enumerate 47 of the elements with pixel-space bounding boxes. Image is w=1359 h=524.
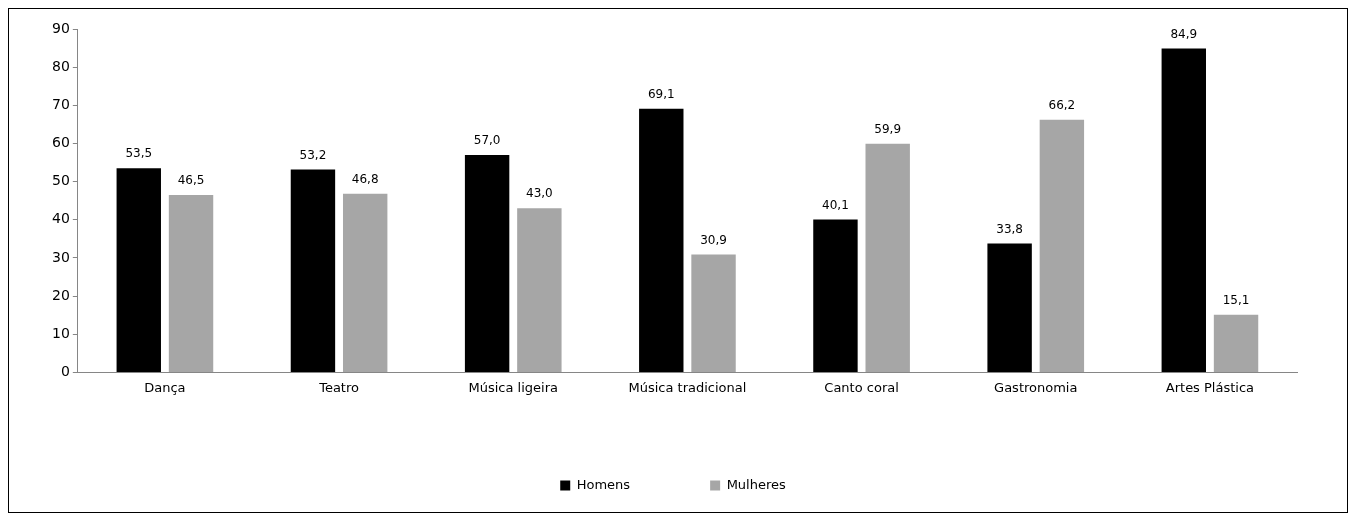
x-tick-label: Música tradicional [628, 379, 747, 395]
x-tick-label: Artes Plástica [1165, 379, 1255, 395]
x-tick-label: Dança [144, 379, 186, 395]
data-label: 84,9 [1170, 26, 1198, 41]
x-tick-label: Canto coral [824, 379, 899, 395]
data-label: 53,5 [125, 146, 153, 161]
bar [1039, 119, 1085, 372]
data-label: 59,9 [874, 121, 902, 136]
bar [987, 243, 1032, 372]
y-tick-label: 0 [60, 363, 70, 380]
bar [1161, 48, 1206, 372]
bar [342, 193, 388, 372]
y-tick-label: 30 [51, 248, 70, 265]
bar [116, 168, 161, 372]
bar [691, 254, 736, 372]
bar [517, 208, 562, 372]
bar [813, 219, 858, 372]
bar [639, 108, 684, 372]
y-tick-label: 40 [51, 210, 70, 227]
x-tick-label: Teatro [318, 379, 360, 395]
data-label: 33,8 [996, 221, 1023, 236]
legend-label: Mulheres [726, 476, 786, 492]
data-label: 30,9 [700, 232, 727, 247]
y-tick-label: 90 [51, 19, 70, 36]
data-label: 15,1 [1222, 292, 1250, 307]
bar [1213, 314, 1259, 372]
data-label: 46,5 [177, 173, 205, 188]
legend-label: Homens [576, 476, 631, 492]
bar [290, 169, 336, 372]
data-label: 69,1 [647, 86, 675, 101]
data-label: 40,1 [822, 197, 849, 212]
y-tick-label: 80 [51, 57, 70, 74]
y-tick-label: 60 [51, 134, 70, 151]
data-label: 66,2 [1048, 97, 1076, 112]
data-label: 43,0 [526, 186, 553, 201]
x-tick-label: Música ligeira [468, 379, 558, 395]
data-label: 53,2 [299, 147, 327, 162]
data-label: 57,0 [473, 133, 501, 148]
y-tick-label: 70 [51, 95, 70, 112]
bar [865, 143, 910, 372]
bar [464, 154, 510, 372]
x-tick-label: Gastronomia [994, 379, 1078, 395]
y-tick-label: 20 [51, 286, 70, 303]
y-tick-label: 50 [51, 172, 70, 189]
y-tick-label: 10 [51, 324, 70, 341]
data-label: 46,8 [351, 171, 379, 186]
bar [168, 194, 214, 372]
